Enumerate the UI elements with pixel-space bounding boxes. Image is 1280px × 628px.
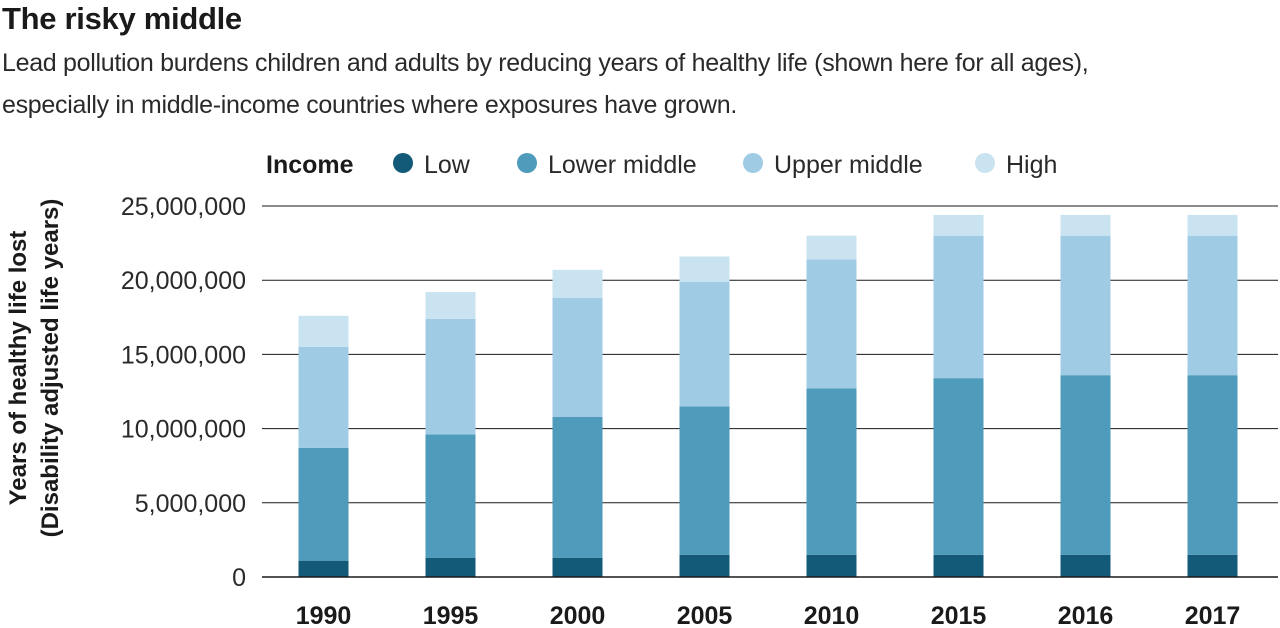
bar-lower-middle-1990 <box>298 447 349 561</box>
bar-low-2017 <box>1187 554 1238 577</box>
bar-high-2005 <box>679 256 730 282</box>
legend: Income Low Lower middle Upper middle High <box>266 151 1057 179</box>
bar-lower-middle-1995 <box>425 434 476 558</box>
legend-label: High <box>1006 151 1057 179</box>
x-tick-label: 2010 <box>804 602 860 628</box>
subtitle-line-2: especially in middle-income countries wh… <box>2 91 738 119</box>
y-tick-label: 20,000,000 <box>121 267 246 295</box>
x-tick-label: 1990 <box>296 602 352 628</box>
y-tick-labels: 0 5,000,000 10,000,000 15,000,000 20,000,000… <box>121 193 246 592</box>
bar-high-2000 <box>552 269 603 299</box>
bar-low-2015 <box>933 554 984 577</box>
bar-high-2010 <box>806 235 857 260</box>
gridlines <box>262 205 1278 504</box>
bar-upper-middle-2010 <box>806 259 857 389</box>
chart-subtitle: Lead pollution burdens children and adul… <box>2 42 1272 126</box>
x-tick-label: 2000 <box>550 602 606 628</box>
y-tick-label: 15,000,000 <box>121 341 246 369</box>
y-axis-title-line-1: Years of healthy life lost <box>5 231 32 506</box>
x-tick-label: 2017 <box>1185 602 1241 628</box>
y-tick-label: 0 <box>232 564 246 592</box>
bar-low-2000 <box>552 557 603 577</box>
legend-label: Upper middle <box>774 151 923 179</box>
bar-upper-middle-2015 <box>933 235 984 379</box>
bar-low-2016 <box>1060 554 1111 577</box>
bars <box>298 214 1238 577</box>
bar-high-2017 <box>1187 214 1238 236</box>
bar-high-2016 <box>1060 214 1111 236</box>
x-tick-label: 2015 <box>931 602 987 628</box>
legend-title: Income <box>266 151 354 179</box>
legend-item-high: High <box>975 151 1057 179</box>
chart-title: The risky middle <box>2 1 242 36</box>
bar-high-1990 <box>298 315 349 347</box>
bar-lower-middle-2016 <box>1060 375 1111 555</box>
bar-low-1995 <box>425 557 476 577</box>
bar-low-2005 <box>679 554 730 577</box>
x-tick-labels: 1990 1995 2000 2005 2010 2015 2016 2017 <box>296 602 1241 628</box>
bar-upper-middle-2000 <box>552 298 603 417</box>
legend-item-upper-middle: Upper middle <box>743 151 923 179</box>
x-tick-label: 1995 <box>423 602 479 628</box>
x-tick-label: 2016 <box>1058 602 1114 628</box>
bar-lower-middle-2005 <box>679 406 730 555</box>
bar-high-1995 <box>425 292 476 319</box>
legend-swatch <box>975 153 995 173</box>
bar-upper-middle-2005 <box>679 281 730 407</box>
bar-lower-middle-2017 <box>1187 375 1238 555</box>
legend-item-low: Low <box>393 151 471 179</box>
bar-upper-middle-1995 <box>425 318 476 435</box>
bar-low-1990 <box>298 560 349 577</box>
y-tick-label: 10,000,000 <box>121 416 246 444</box>
legend-label: Lower middle <box>548 151 697 179</box>
subtitle-line-1: Lead pollution burdens children and adul… <box>2 49 1089 77</box>
y-tick-label: 5,000,000 <box>135 490 246 518</box>
bar-upper-middle-2017 <box>1187 235 1238 376</box>
legend-label: Low <box>424 151 471 179</box>
bar-upper-middle-1990 <box>298 346 349 448</box>
y-axis-title-line-2: (Disability adjusted life years) <box>37 199 64 538</box>
legend-swatch <box>393 153 413 173</box>
bar-high-2015 <box>933 214 984 236</box>
x-tick-label: 2005 <box>677 602 733 628</box>
bar-lower-middle-2000 <box>552 416 603 558</box>
bar-lower-middle-2015 <box>933 378 984 555</box>
bar-upper-middle-2016 <box>1060 235 1111 376</box>
y-tick-label: 25,000,000 <box>121 193 246 221</box>
legend-swatch <box>517 153 537 173</box>
bar-lower-middle-2010 <box>806 388 857 555</box>
legend-item-lower-middle: Lower middle <box>517 151 697 179</box>
bar-low-2010 <box>806 554 857 577</box>
legend-swatch <box>743 153 763 173</box>
